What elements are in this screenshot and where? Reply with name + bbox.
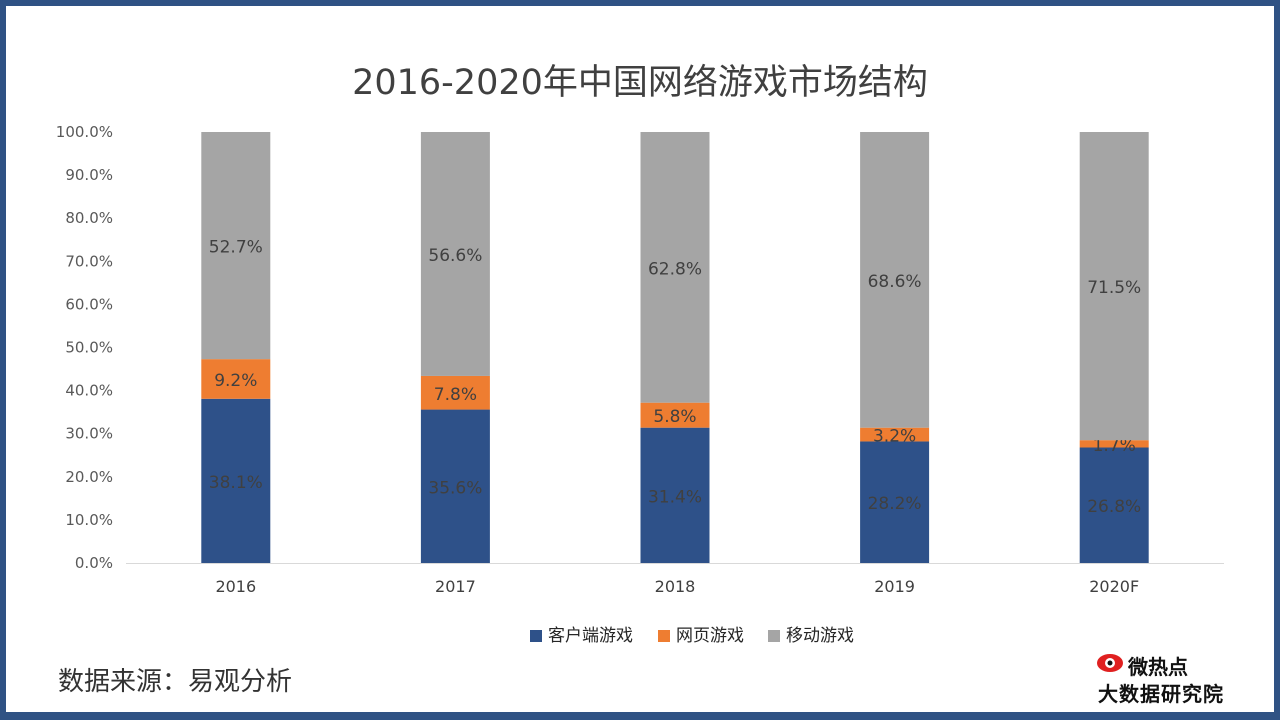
bar-segment [640,132,710,403]
bar-segment [640,427,710,563]
data-label: 38.1% [209,473,263,493]
y-tick-label: 90.0% [65,166,113,184]
source-note: 数据来源：易观分析 [58,667,293,697]
y-tick-label: 60.0% [65,295,113,313]
legend-swatch [658,630,670,642]
x-tick-label: 2020F [1089,577,1139,596]
x-tick-label: 2019 [874,577,915,596]
data-label: 56.6% [428,246,482,266]
data-label: 31.4% [648,487,702,507]
data-label: 26.8% [1087,497,1141,517]
logo-line-2: 大数据研究院 [1098,682,1224,706]
y-tick-label: 10.0% [65,511,113,529]
data-label: 68.6% [868,272,922,292]
bar-segment [420,375,490,410]
legend-swatch [530,630,542,642]
y-tick-label: 50.0% [65,339,113,357]
data-label: 71.5% [1087,278,1141,298]
y-tick-label: 20.0% [65,468,113,486]
data-label: 7.8% [434,385,477,405]
y-tick-label: 0.0% [75,554,113,572]
data-label: 52.7% [209,238,263,258]
y-tick-label: 70.0% [65,252,113,270]
x-tick-label: 2017 [435,577,476,596]
y-tick-label: 40.0% [65,382,113,400]
eye-logo-icon [1097,654,1123,672]
bar-segment [201,359,271,399]
bar-segment [860,132,930,428]
legend-label: 移动游戏 [786,626,854,646]
bar-segment [420,132,490,376]
bar-segment [1079,447,1149,563]
bar-segment [1079,132,1149,441]
bar-segment [201,398,271,563]
slide-frame: 2016-2020年中国网络游戏市场结构 0.0% 10.0% 20.0% 30.0%… [6,6,1274,712]
legend-label: 网页游戏 [676,626,744,646]
bar-segment [1079,440,1149,448]
stacked-bar-chart: 0.0% 10.0% 20.0% 30.0% 40.0% 50.0% 60.0% 70.0% 8… [56,123,1224,646]
bar-segment [860,441,930,563]
legend-label: 客户端游戏 [548,626,633,646]
data-label: 3.2% [873,427,916,447]
brand-logo: 微热点 大数据研究院 [1096,651,1246,707]
data-label: 28.2% [868,494,922,514]
data-label: 35.6% [428,478,482,498]
legend-swatch [768,630,780,642]
y-tick-label: 80.0% [65,209,113,227]
x-tick-label: 2018 [655,577,696,596]
data-label: 5.8% [653,407,696,427]
data-label: 62.8% [648,259,702,279]
data-label: 9.2% [214,371,257,391]
y-tick-label: 100.0% [56,123,113,141]
x-tick-label: 2016 [215,577,256,596]
data-label: 1.7% [1093,436,1136,456]
bar-segment [860,427,930,442]
bar-segment [420,409,490,563]
logo-line-1: 微热点 [1128,655,1188,679]
y-tick-label: 30.0% [65,425,113,443]
bar-segment [201,132,271,360]
chart-title: 2016-2020年中国网络游戏市场结构 [352,63,928,103]
bar-segment [640,402,710,428]
